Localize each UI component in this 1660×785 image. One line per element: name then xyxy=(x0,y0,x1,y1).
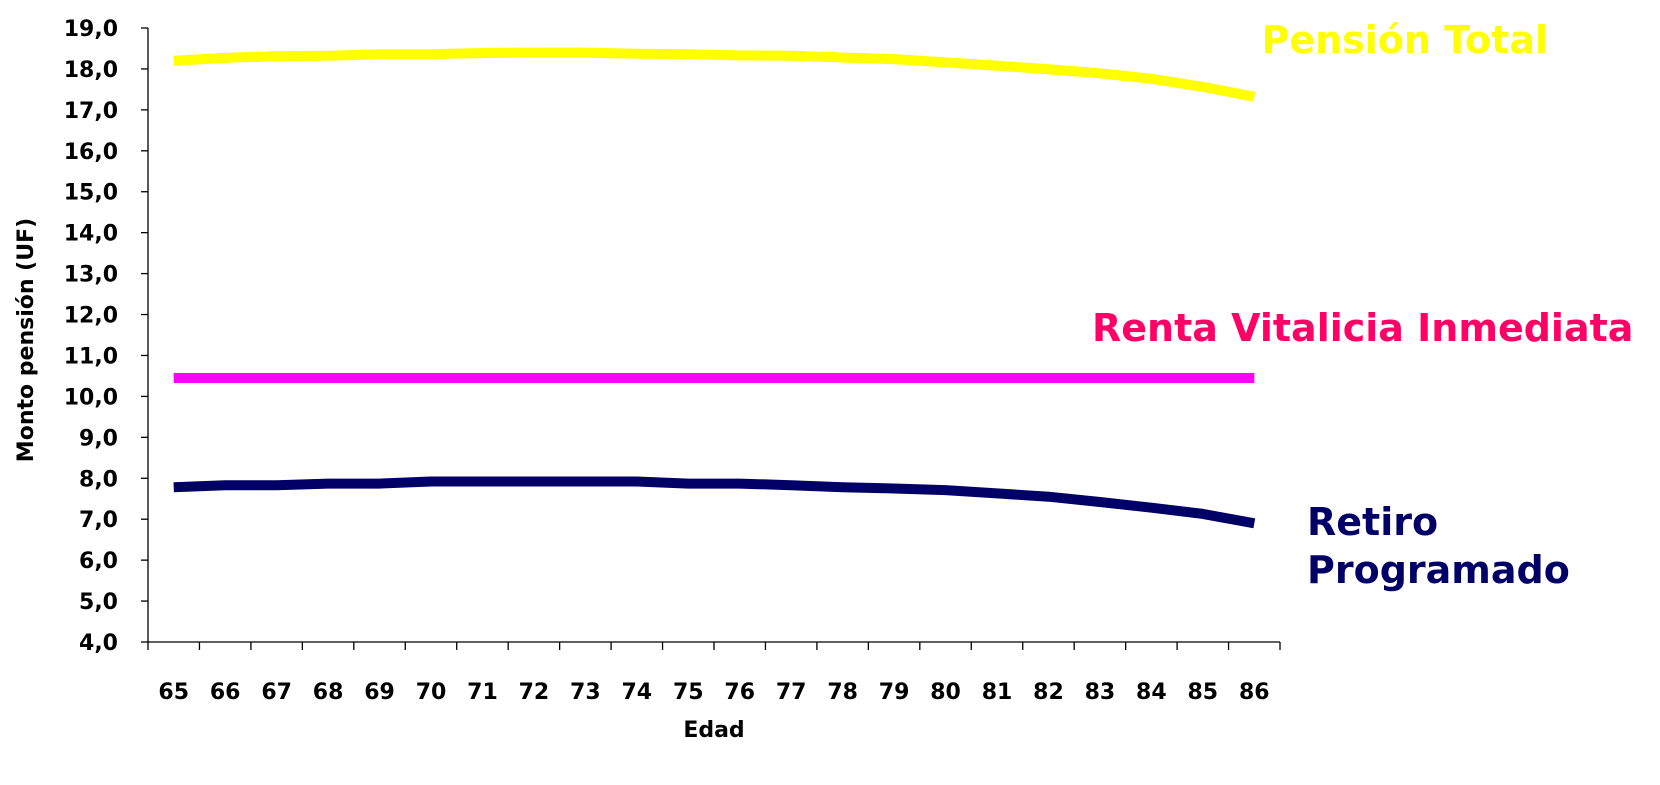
x-tick-label: 75 xyxy=(673,680,704,705)
series-lines xyxy=(173,47,1256,529)
series-label-line: Retiro xyxy=(1307,500,1438,544)
y-tick-label: 9,0 xyxy=(79,426,118,451)
y-tick-label: 16,0 xyxy=(64,140,118,165)
x-tick-label: 84 xyxy=(1136,680,1167,705)
x-tick-label: 69 xyxy=(364,680,395,705)
x-tick-label: 71 xyxy=(467,680,498,705)
x-tick-label: 74 xyxy=(622,680,653,705)
y-tick-label: 11,0 xyxy=(64,344,118,369)
x-tick-label: 77 xyxy=(776,680,807,705)
series-label-line: Programado xyxy=(1307,548,1570,592)
series-label-line: Pensión Total xyxy=(1261,18,1548,62)
x-axis-title: Edad xyxy=(683,718,744,743)
y-tick-label: 17,0 xyxy=(64,99,118,124)
series-label-line: Renta Vitalicia Inmediata xyxy=(1092,306,1633,350)
y-tick-label: 4,0 xyxy=(79,631,118,656)
series-label-2: Retiro Programado xyxy=(1307,500,1570,592)
y-tick-label: 13,0 xyxy=(64,263,118,288)
x-tick-label: 80 xyxy=(930,680,961,705)
y-tick-label: 6,0 xyxy=(79,549,118,574)
y-tick-label: 5,0 xyxy=(79,590,118,615)
y-tick-label: 14,0 xyxy=(64,222,118,247)
x-tick-label: 65 xyxy=(158,680,189,705)
y-tick-label: 15,0 xyxy=(64,181,118,206)
x-tick-label: 68 xyxy=(313,680,344,705)
series-labels: Pensión Total Renta Vitalicia Inmediata Re… xyxy=(1092,18,1633,592)
x-tick-label: 67 xyxy=(261,680,292,705)
x-tick-label: 85 xyxy=(1188,680,1219,705)
y-tick-label: 8,0 xyxy=(79,467,118,492)
x-tick-label: 86 xyxy=(1239,680,1270,705)
x-tick-label: 66 xyxy=(210,680,241,705)
y-tick-label: 18,0 xyxy=(64,58,118,83)
x-tick-label: 78 xyxy=(827,680,858,705)
x-tick-label: 72 xyxy=(519,680,550,705)
x-tick-label: 79 xyxy=(879,680,910,705)
y-tick-label: 12,0 xyxy=(64,304,118,329)
y-tick-label: 10,0 xyxy=(64,385,118,410)
x-tick-label: 70 xyxy=(416,680,447,705)
series-line-0 xyxy=(173,47,1256,102)
axes: 4,0 5,0 6,0 7,0 8,0 9,0 10,0 11,0 12,0 13,0 14,0 15… xyxy=(64,17,1281,705)
y-tick-label: 7,0 xyxy=(79,508,118,533)
y-tick-label: 19,0 xyxy=(64,17,118,42)
x-tick-label: 73 xyxy=(570,680,601,705)
y-axis-title: Monto pensión (UF) xyxy=(14,218,39,462)
x-tick-label: 81 xyxy=(982,680,1013,705)
x-tick-label: 83 xyxy=(1085,680,1116,705)
series-label-0: Pensión Total xyxy=(1261,18,1548,62)
x-tick-label: 82 xyxy=(1033,680,1064,705)
x-tick-label: 76 xyxy=(724,680,755,705)
series-line-2 xyxy=(173,476,1256,529)
series-label-1: Renta Vitalicia Inmediata xyxy=(1092,306,1633,350)
